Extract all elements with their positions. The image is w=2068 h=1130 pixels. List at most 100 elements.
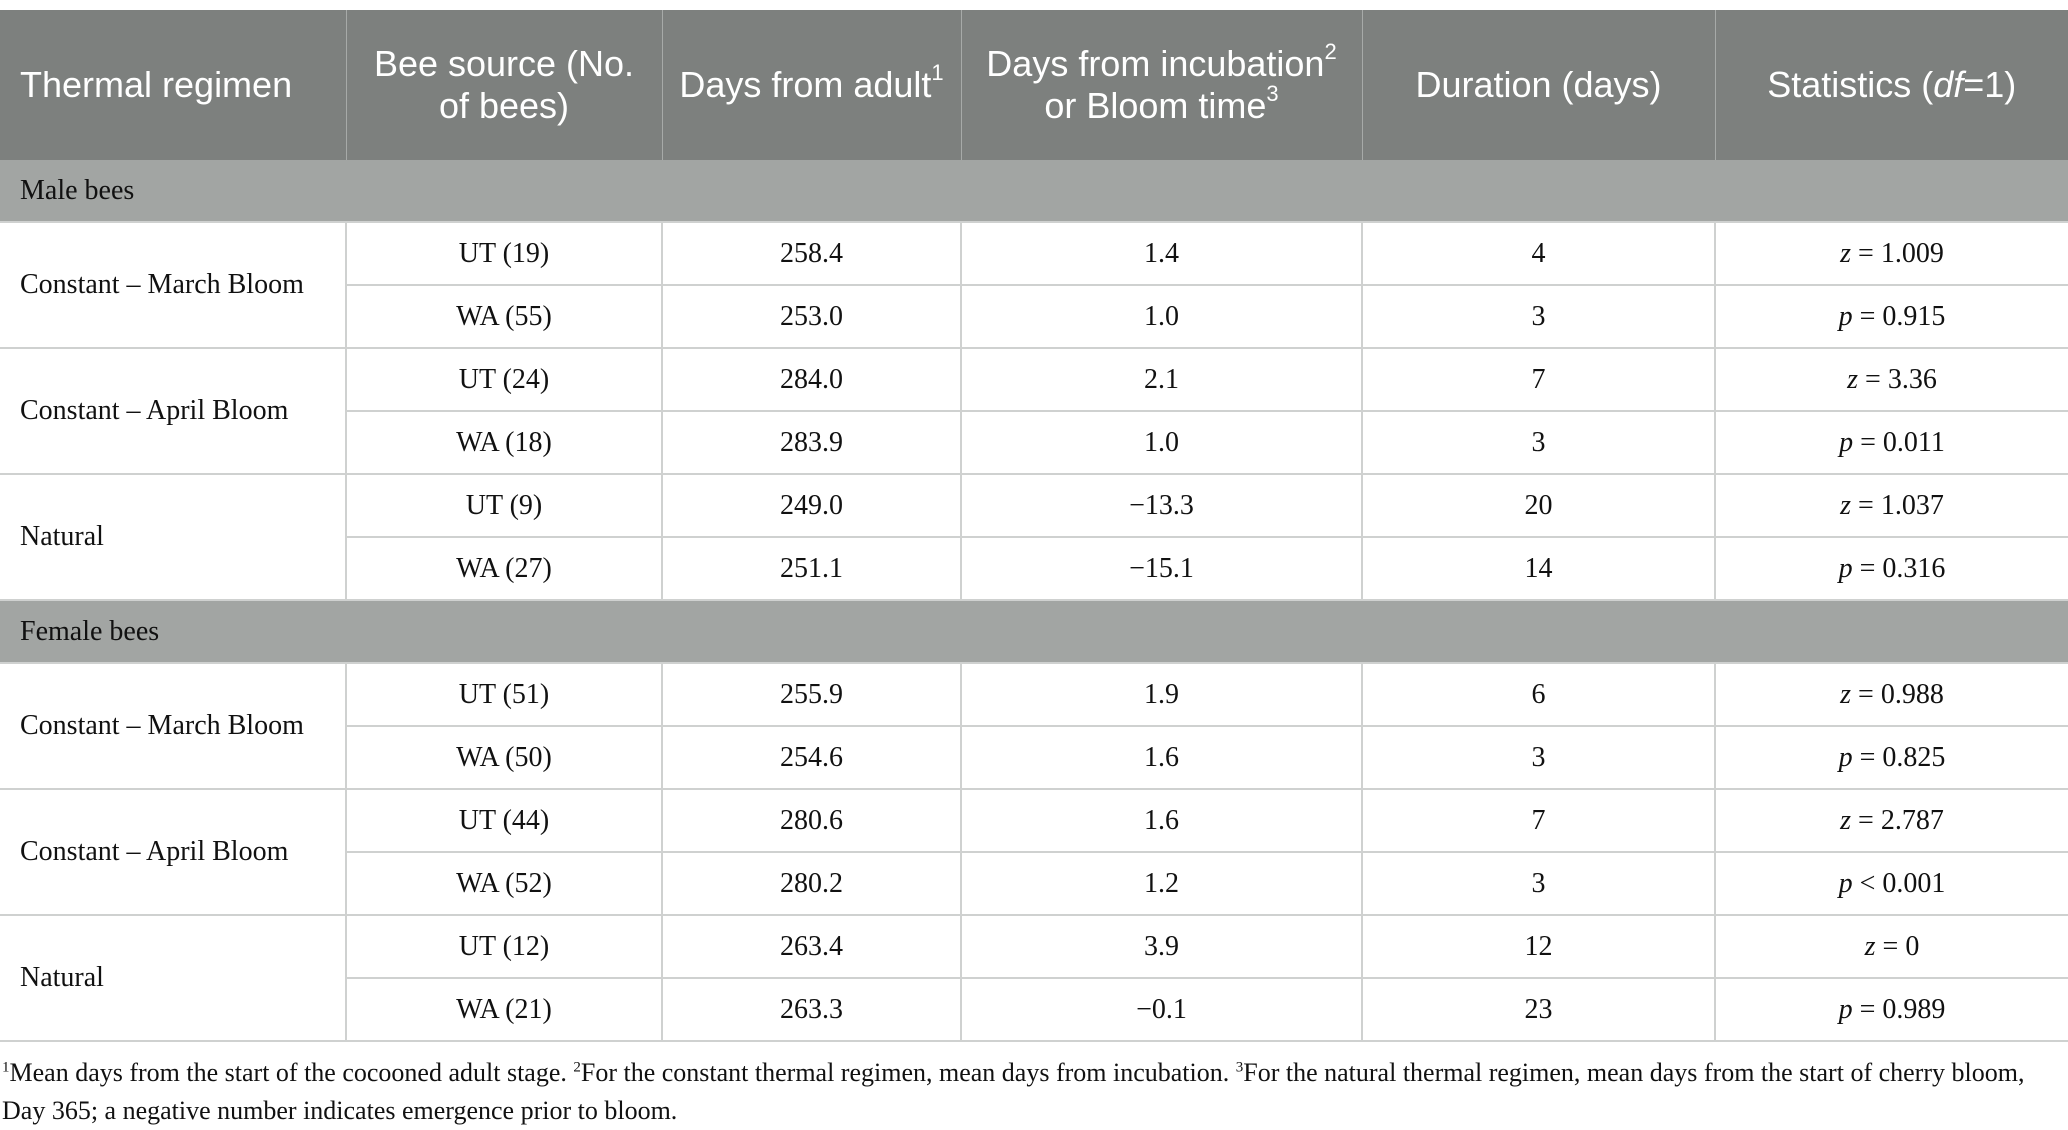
days-from-incubation-cell: 3.9 [960, 914, 1363, 979]
table-row: Constant – March Bloom UT (51) 255.9 1.9 6 z … [0, 662, 2068, 790]
table-row: WA (27) 251.1 −15.1 14 p = 0.316 [0, 536, 2068, 601]
header-days-from-adult: Days from adult1 [661, 10, 961, 160]
statistic-symbol: p [1838, 993, 1853, 1025]
days-from-adult-cell: 253.0 [661, 284, 962, 349]
table-row: Constant – April Bloom UT (44) 280.6 1.6 7 z … [0, 788, 2068, 916]
duration-cell: 6 [1361, 662, 1716, 727]
duration-cell: 4 [1361, 221, 1716, 286]
days-from-incubation-cell: 1.0 [960, 284, 1363, 349]
table-row: WA (18) 283.9 1.0 3 p = 0.011 [0, 410, 2068, 475]
bee-source-cell: WA (52) [345, 851, 663, 916]
statistic-symbol: z [1840, 804, 1852, 836]
statistic-value: < 0.001 [1852, 867, 1946, 899]
statistics-cell: z = 1.009 [1714, 221, 2068, 286]
table-row: Constant – April Bloom UT (24) 284.0 2.1 7 z … [0, 347, 2068, 475]
header-bee-source: Bee source (No. of bees) [345, 10, 662, 160]
statistics-cell: p = 0.989 [1714, 977, 2068, 1042]
statistic-symbol: z [1840, 489, 1852, 521]
days-from-incubation-cell: 1.0 [960, 410, 1363, 475]
statistic-value: = 0.988 [1851, 678, 1944, 710]
header-thermal-regimen: Thermal regimen [0, 10, 346, 160]
thermal-regimen-cell: Constant – April Bloom [0, 788, 347, 916]
statistic-symbol: z [1847, 363, 1859, 395]
days-from-adult-cell: 254.6 [661, 725, 962, 790]
days-from-incubation-cell: 1.6 [960, 725, 1363, 790]
statistics-cell: p = 0.316 [1714, 536, 2068, 601]
statistic-value: = 1.009 [1851, 237, 1944, 269]
statistics-cell: z = 0 [1714, 914, 2068, 979]
bee-source-cell: UT (19) [345, 221, 663, 286]
table-container: Thermal regimen Bee source (No. of bees)… [0, 10, 2068, 1130]
statistics-cell: z = 3.36 [1714, 347, 2068, 412]
section-row: Female bees [0, 600, 2068, 664]
statistic-symbol: p [1838, 867, 1853, 899]
duration-cell: 3 [1361, 410, 1716, 475]
table-row: WA (55) 253.0 1.0 3 p = 0.915 [0, 284, 2068, 349]
bee-source-cell: WA (55) [345, 284, 663, 349]
thermal-regimen-cell: Constant – March Bloom [0, 221, 347, 349]
days-from-adult-cell: 251.1 [661, 536, 962, 601]
table-row: Natural UT (9) 249.0 −13.3 20 z = 1.037 [0, 473, 2068, 601]
bee-source-cell: WA (21) [345, 977, 663, 1042]
statistic-symbol: p [1838, 741, 1853, 773]
days-from-incubation-cell: 1.6 [960, 788, 1363, 853]
footnote-ref-2: 2 [1324, 39, 1337, 64]
bee-source-cell: WA (27) [345, 536, 663, 601]
bee-source-cell: UT (9) [345, 473, 663, 538]
duration-cell: 3 [1361, 851, 1716, 916]
days-from-adult-cell: 280.2 [661, 851, 962, 916]
statistics-cell: p = 0.011 [1714, 410, 2068, 475]
days-from-adult-cell: 263.3 [661, 977, 962, 1042]
days-from-adult-cell: 249.0 [661, 473, 962, 538]
table-row: Constant – March Bloom UT (19) 258.4 1.4 4 z … [0, 221, 2068, 349]
bee-source-cell: UT (51) [345, 662, 663, 727]
duration-cell: 3 [1361, 284, 1716, 349]
statistics-cell: z = 2.787 [1714, 788, 2068, 853]
days-from-adult-cell: 263.4 [661, 914, 962, 979]
thermal-regimen-cell: Constant – March Bloom [0, 662, 347, 790]
statistic-value: = 0.316 [1852, 552, 1946, 584]
statistic-symbol: z [1840, 237, 1852, 269]
bee-source-cell: UT (12) [345, 914, 663, 979]
statistics-cell: z = 0.988 [1714, 662, 2068, 727]
days-from-incubation-cell: 1.9 [960, 662, 1363, 727]
days-from-adult-cell: 283.9 [661, 410, 962, 475]
thermal-regimen-cell: Natural [0, 914, 347, 1042]
emergence-table: Thermal regimen Bee source (No. of bees)… [0, 10, 2068, 1042]
statistics-cell: z = 1.037 [1714, 473, 2068, 538]
header-duration: Duration (days) [1361, 10, 1715, 160]
footnote-ref-3: 3 [1266, 81, 1279, 106]
days-from-adult-cell: 284.0 [661, 347, 962, 412]
bee-source-cell: UT (44) [345, 788, 663, 853]
section-row: Male bees [0, 160, 2068, 223]
days-from-incubation-cell: 1.2 [960, 851, 1363, 916]
duration-cell: 12 [1361, 914, 1716, 979]
days-from-incubation-cell: −13.3 [960, 473, 1363, 538]
table-header: Thermal regimen Bee source (No. of bees)… [0, 10, 2068, 160]
statistics-cell: p < 0.001 [1714, 851, 2068, 916]
days-from-adult-cell: 255.9 [661, 662, 962, 727]
days-from-adult-cell: 280.6 [661, 788, 962, 853]
table-footnotes: 1Mean days from the start of the cocoone… [2, 1058, 2025, 1125]
section-label: Male bees [0, 160, 2068, 223]
table-row: WA (50) 254.6 1.6 3 p = 0.825 [0, 725, 2068, 790]
bee-source-cell: WA (50) [345, 725, 663, 790]
statistics-cell: p = 0.825 [1714, 725, 2068, 790]
statistic-value: = 3.36 [1858, 363, 1937, 395]
statistic-value: = 0 [1875, 930, 1920, 962]
duration-cell: 20 [1361, 473, 1716, 538]
table-row: WA (21) 263.3 −0.1 23 p = 0.989 [0, 977, 2068, 1042]
statistic-value: = 0.011 [1853, 426, 1945, 458]
days-from-incubation-cell: 1.4 [960, 221, 1363, 286]
header-row: Thermal regimen Bee source (No. of bees)… [0, 10, 2068, 160]
days-from-incubation-cell: 2.1 [960, 347, 1363, 412]
table-row: WA (52) 280.2 1.2 3 p < 0.001 [0, 851, 2068, 916]
bee-source-cell: UT (24) [345, 347, 663, 412]
duration-cell: 7 [1361, 347, 1716, 412]
section-label: Female bees [0, 600, 2068, 664]
bee-source-cell: WA (18) [345, 410, 663, 475]
statistic-value: = 0.989 [1852, 993, 1946, 1025]
footnote-ref-1: 1 [931, 60, 944, 85]
days-from-adult-cell: 258.4 [661, 221, 962, 286]
table-row: Natural UT (12) 263.4 3.9 12 z = 0 [0, 914, 2068, 1042]
